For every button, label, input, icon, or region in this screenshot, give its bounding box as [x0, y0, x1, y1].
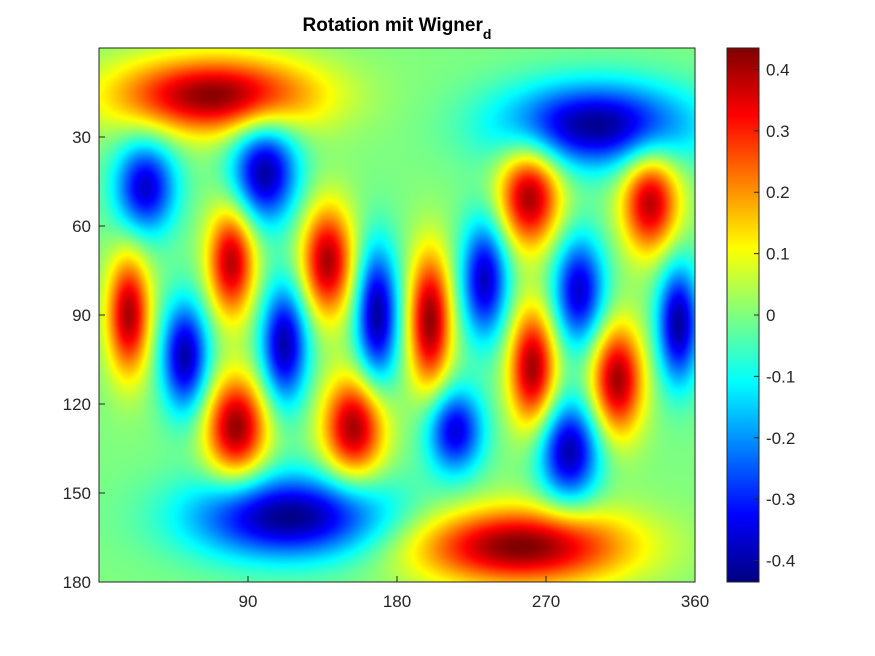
heatmap-image [99, 48, 695, 582]
colorbar-gradient [727, 48, 759, 582]
y-tick-label: 180 [63, 573, 91, 592]
x-tick-label: 90 [239, 592, 258, 611]
y-tick-label: 30 [72, 128, 91, 147]
y-tick-label: 120 [63, 395, 91, 414]
colorbar-axis: 0.4 0.3 0.2 0.1 0 -0.1 -0.2 -0.3 -0.4 [754, 60, 795, 571]
colorbar-tick-label: 0 [766, 306, 775, 325]
x-tick-label: 360 [681, 592, 709, 611]
colorbar-tick-label: -0.3 [766, 490, 795, 509]
y-tick-label: 90 [72, 306, 91, 325]
colorbar [727, 48, 759, 582]
y-tick-label: 150 [63, 484, 91, 503]
colorbar-tick-label: 0.3 [766, 122, 790, 141]
colorbar-tick-label: 0.4 [766, 60, 790, 79]
chart-title: Rotation mit Wignerd [303, 15, 492, 42]
x-axis: 90 180 270 360 [239, 576, 709, 611]
x-tick-label: 180 [383, 592, 411, 611]
plot-area [99, 48, 695, 582]
y-axis: 30 60 90 120 150 180 [63, 128, 105, 592]
colorbar-tick-label: -0.1 [766, 367, 795, 386]
colorbar-tick-label: 0.1 [766, 245, 790, 264]
colorbar-tick-label: 0.2 [766, 183, 790, 202]
y-tick-label: 60 [72, 217, 91, 236]
x-tick-label: 270 [532, 592, 560, 611]
colorbar-tick-label: -0.4 [766, 552, 795, 571]
colorbar-tick-label: -0.2 [766, 429, 795, 448]
